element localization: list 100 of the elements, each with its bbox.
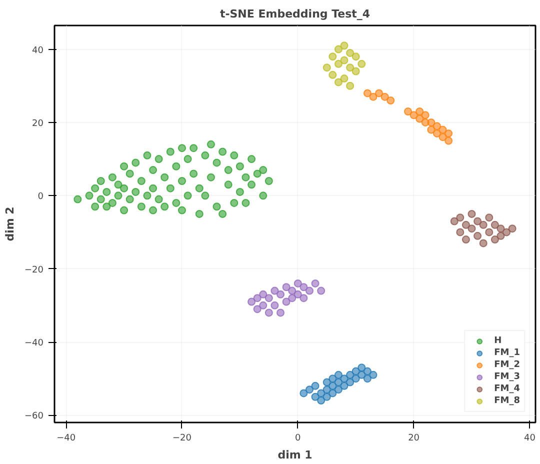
point xyxy=(375,89,384,98)
point xyxy=(311,382,320,390)
point xyxy=(352,374,360,383)
y-tick-label: −40 xyxy=(24,338,44,348)
legend-label: FM_4 xyxy=(494,383,520,395)
point xyxy=(479,239,488,248)
point xyxy=(404,107,412,116)
point xyxy=(328,389,337,398)
point xyxy=(346,378,354,386)
point xyxy=(490,236,499,244)
point xyxy=(294,279,302,288)
point xyxy=(508,224,516,233)
point xyxy=(276,290,285,298)
point xyxy=(485,214,494,222)
point xyxy=(334,78,342,86)
point xyxy=(474,217,482,226)
point xyxy=(346,82,354,90)
point xyxy=(300,389,308,398)
point xyxy=(363,89,372,98)
point xyxy=(456,214,464,222)
point xyxy=(352,52,360,61)
point xyxy=(363,367,372,376)
point xyxy=(432,122,441,130)
point xyxy=(282,283,290,292)
point xyxy=(288,294,296,302)
point xyxy=(346,48,354,57)
point xyxy=(369,92,378,101)
y-tick-label: −60 xyxy=(24,412,44,422)
point xyxy=(264,308,273,317)
point xyxy=(276,308,285,317)
point xyxy=(363,374,372,383)
x-tick-label: 0 xyxy=(295,434,302,444)
point xyxy=(334,370,342,379)
point xyxy=(253,294,262,302)
y-axis-title: dim 2 xyxy=(4,206,17,242)
x-tick-label: −20 xyxy=(172,434,192,444)
point xyxy=(340,382,348,390)
legend-label: FM_3 xyxy=(494,371,520,383)
point xyxy=(380,92,389,101)
point xyxy=(346,64,354,72)
point xyxy=(450,217,458,226)
point xyxy=(340,56,348,64)
point xyxy=(334,386,342,394)
point xyxy=(334,60,342,68)
point xyxy=(288,286,296,295)
point xyxy=(369,370,378,379)
point xyxy=(311,279,320,288)
point xyxy=(358,364,366,372)
legend-label: FM_1 xyxy=(494,347,520,359)
point xyxy=(328,52,337,61)
point xyxy=(259,301,268,310)
y-tick-label: 20 xyxy=(32,118,44,129)
legend-label: H xyxy=(494,335,503,347)
y-tick-label: −20 xyxy=(24,265,44,276)
point xyxy=(496,224,505,233)
point xyxy=(421,111,430,120)
point xyxy=(468,210,476,218)
point xyxy=(264,294,273,302)
x-axis-title: dim 1 xyxy=(278,448,312,462)
legend-label: FM_8 xyxy=(494,395,520,407)
y-tick-label: 0 xyxy=(38,192,44,202)
point xyxy=(427,118,436,126)
point xyxy=(328,70,337,79)
point xyxy=(340,74,348,83)
point xyxy=(352,67,360,76)
point xyxy=(444,129,453,138)
chart-title: t-SNE Embedding Test_4 xyxy=(220,8,370,20)
point xyxy=(386,96,395,104)
point xyxy=(317,396,326,405)
point xyxy=(305,286,314,295)
point xyxy=(485,228,494,236)
point xyxy=(270,301,279,310)
legend-label: FM_2 xyxy=(494,359,520,371)
point xyxy=(322,64,331,72)
point xyxy=(259,290,268,298)
point xyxy=(334,45,342,54)
point xyxy=(416,107,424,116)
point xyxy=(358,60,366,68)
point xyxy=(444,136,453,145)
x-tick-label: −40 xyxy=(56,434,76,444)
x-tick-label: 20 xyxy=(408,434,420,444)
point xyxy=(322,392,331,401)
point xyxy=(300,294,308,302)
point xyxy=(502,228,511,236)
point xyxy=(300,283,308,292)
point xyxy=(490,220,499,229)
point xyxy=(496,232,505,240)
point xyxy=(438,126,447,134)
point xyxy=(456,228,464,236)
point xyxy=(282,298,290,306)
point xyxy=(294,290,302,298)
point xyxy=(479,220,488,229)
point xyxy=(462,236,470,244)
point xyxy=(253,305,262,314)
point xyxy=(340,42,348,50)
point xyxy=(468,224,476,233)
point xyxy=(474,232,482,240)
point xyxy=(305,386,314,394)
point xyxy=(317,286,326,295)
y-tick-label: 40 xyxy=(32,46,44,56)
